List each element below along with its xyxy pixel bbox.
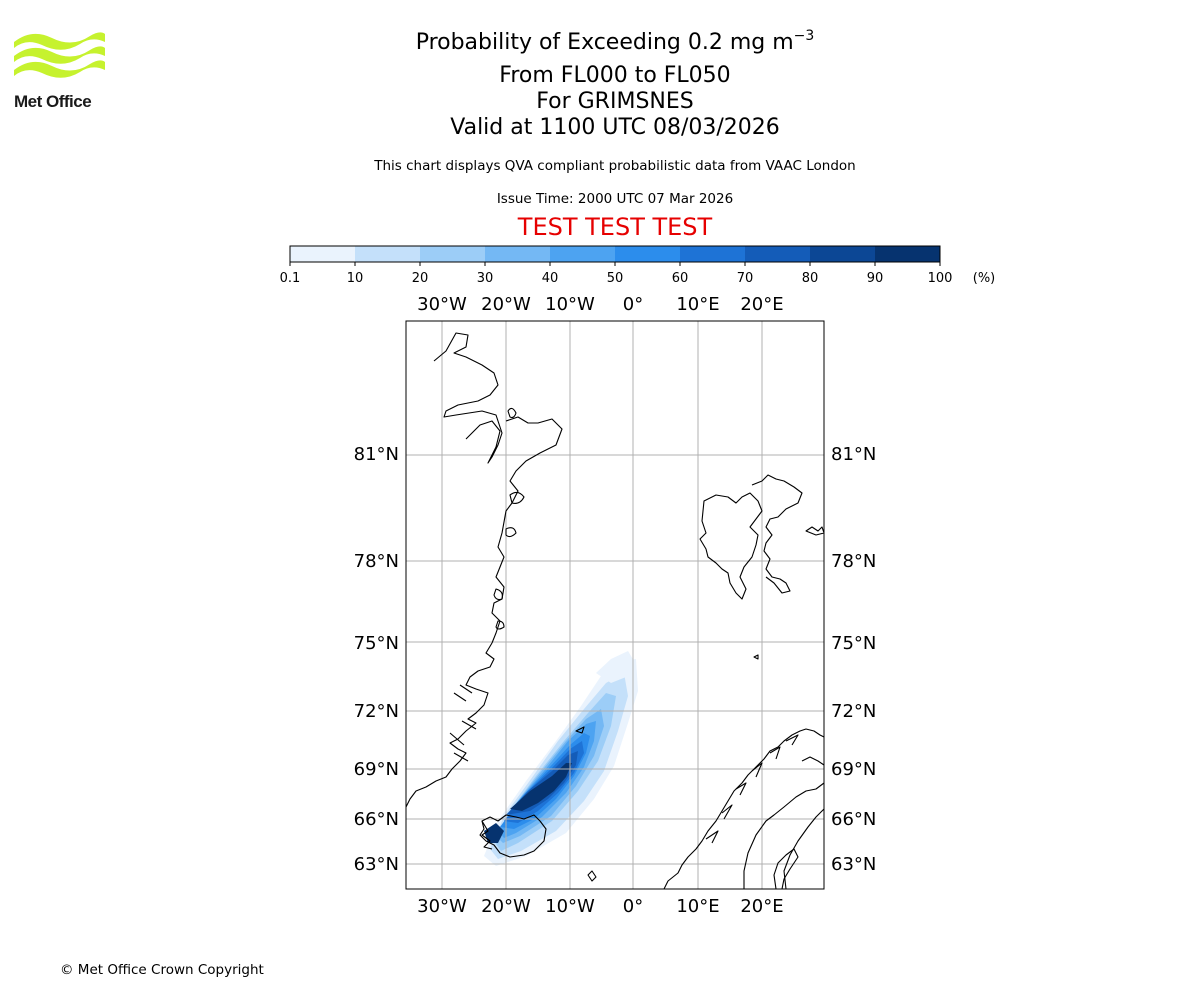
- map-area: [405, 320, 825, 890]
- lat-label-left: 63°N: [354, 854, 399, 875]
- met-office-logo-text: Met Office: [14, 92, 92, 111]
- probability-map: 30°W 20°W 10°W 0° 10°E 20°E 30°W 20°W 10…: [354, 294, 877, 917]
- colorbar-cell: [745, 246, 811, 262]
- colorbar-cell: [485, 246, 551, 262]
- svalbard-west: [699, 492, 763, 600]
- lat-label-left: 75°N: [354, 633, 399, 654]
- colorbar-tick-label: 100: [928, 271, 953, 286]
- lat-label-left: 66°N: [354, 809, 399, 830]
- lon-label-bottom: 20°W: [481, 896, 531, 917]
- map-gridlines: [406, 321, 824, 889]
- colorbar-tick-label: 60: [672, 271, 689, 286]
- lon-label-bottom: 30°W: [417, 896, 467, 917]
- colorbar-cell: [290, 246, 356, 262]
- lon-label-bottom: 20°E: [740, 896, 783, 917]
- greenland-northeast-coast: [491, 416, 563, 644]
- map-axis-labels: 30°W 20°W 10°W 0° 10°E 20°E 30°W 20°W 10…: [354, 294, 877, 917]
- norway-coast: [663, 728, 825, 890]
- iceland-coast: [479, 814, 547, 858]
- met-office-logo-waves: [14, 32, 105, 78]
- faroe-islands: [587, 870, 597, 882]
- chart-subtitle: This chart displays QVA compliant probab…: [374, 158, 856, 174]
- greenland-east-coast: [405, 642, 495, 808]
- lat-label-left: 81°N: [354, 444, 399, 465]
- map-frame: [405, 320, 825, 890]
- lon-label-top: 30°W: [417, 294, 467, 315]
- valid-time: Valid at 1100 UTC 08/03/2026: [450, 115, 780, 140]
- lat-label-right: 72°N: [831, 701, 876, 722]
- colorbar-tick-label: 80: [802, 271, 819, 286]
- norway-fjords: [705, 734, 799, 844]
- coastlines: [405, 332, 825, 890]
- ash-plume-90-west: [484, 823, 504, 843]
- lon-label-bottom: 10°W: [545, 896, 595, 917]
- colorbar-cell: [680, 246, 746, 262]
- colorbar-tick-label: 0.1: [280, 271, 301, 286]
- lat-label-right: 63°N: [831, 854, 876, 875]
- lon-label-top: 20°W: [481, 294, 531, 315]
- lat-label-left: 78°N: [354, 551, 399, 572]
- svalbard-east: [805, 526, 825, 536]
- lat-label-right: 66°N: [831, 809, 876, 830]
- lon-label-top: 0°: [623, 294, 643, 315]
- colorbar-cell: [420, 246, 486, 262]
- lon-label-bottom: 0°: [623, 896, 643, 917]
- jan-mayen: [575, 726, 585, 734]
- greenland-fjords: [449, 684, 477, 762]
- volcano-name: For GRIMSNES: [536, 89, 694, 114]
- lat-label-right: 78°N: [831, 551, 876, 572]
- colorbar-cell: [615, 246, 681, 262]
- colorbar: 0.1 10 20 30 40 50 60 70 80 90 100 (%): [280, 245, 996, 286]
- issue-time: Issue Time: 2000 UTC 07 Mar 2026: [496, 191, 734, 207]
- greenland-islands: [493, 407, 525, 630]
- colorbar-cell: [355, 246, 421, 262]
- colorbar-ticks: 0.1 10 20 30 40 50 60 70 80 90 100: [280, 262, 953, 286]
- colorbar-tick-label: 30: [477, 271, 494, 286]
- colorbar-cell: [810, 246, 876, 262]
- colorbar-tick-label: 50: [607, 271, 624, 286]
- colorbar-unit: (%): [973, 271, 996, 286]
- colorbar-tick-label: 10: [347, 271, 364, 286]
- greenland-north-coast: [433, 332, 503, 464]
- lat-label-left: 69°N: [354, 759, 399, 780]
- chart-title: Probability of Exceeding 0.2 mg m−3: [300, 28, 930, 55]
- lat-label-right: 75°N: [831, 633, 876, 654]
- lon-label-bottom: 10°E: [676, 896, 719, 917]
- bear-island: [753, 654, 759, 660]
- lat-label-right: 69°N: [831, 759, 876, 780]
- colorbar-tick-label: 20: [412, 271, 429, 286]
- kola-coast: [801, 756, 825, 766]
- finland-border: [783, 808, 825, 890]
- lon-label-top: 10°E: [676, 294, 719, 315]
- map-background: [406, 321, 824, 889]
- sweden-border: [743, 782, 825, 889]
- lon-label-top: 10°W: [545, 294, 595, 315]
- colorbar-cell: [875, 246, 941, 262]
- ash-plume-north-tail: [596, 651, 634, 683]
- test-banner: TEST TEST TEST: [517, 213, 713, 241]
- colorbar-tick-label: 70: [737, 271, 754, 286]
- colorbar-tick-label: 40: [542, 271, 559, 286]
- copyright-notice: © Met Office Crown Copyright: [60, 962, 264, 978]
- gulf-of-bothnia: [773, 848, 799, 890]
- chart-title-main: Probability of Exceeding 0.2 mg m: [415, 30, 794, 55]
- chart-title-exponent: −3: [793, 28, 815, 44]
- lat-label-left: 72°N: [354, 701, 399, 722]
- lon-label-top: 20°E: [740, 294, 783, 315]
- ash-plume-90: [510, 763, 572, 811]
- colorbar-tick-label: 90: [867, 271, 884, 286]
- iceland-west-fjords: [481, 820, 493, 850]
- colorbar-cell: [550, 246, 616, 262]
- flight-level-range: From FL000 to FL050: [499, 63, 731, 88]
- lat-label-right: 81°N: [831, 444, 876, 465]
- colorbar-cells: [290, 246, 941, 262]
- svalbard-north: [751, 474, 803, 594]
